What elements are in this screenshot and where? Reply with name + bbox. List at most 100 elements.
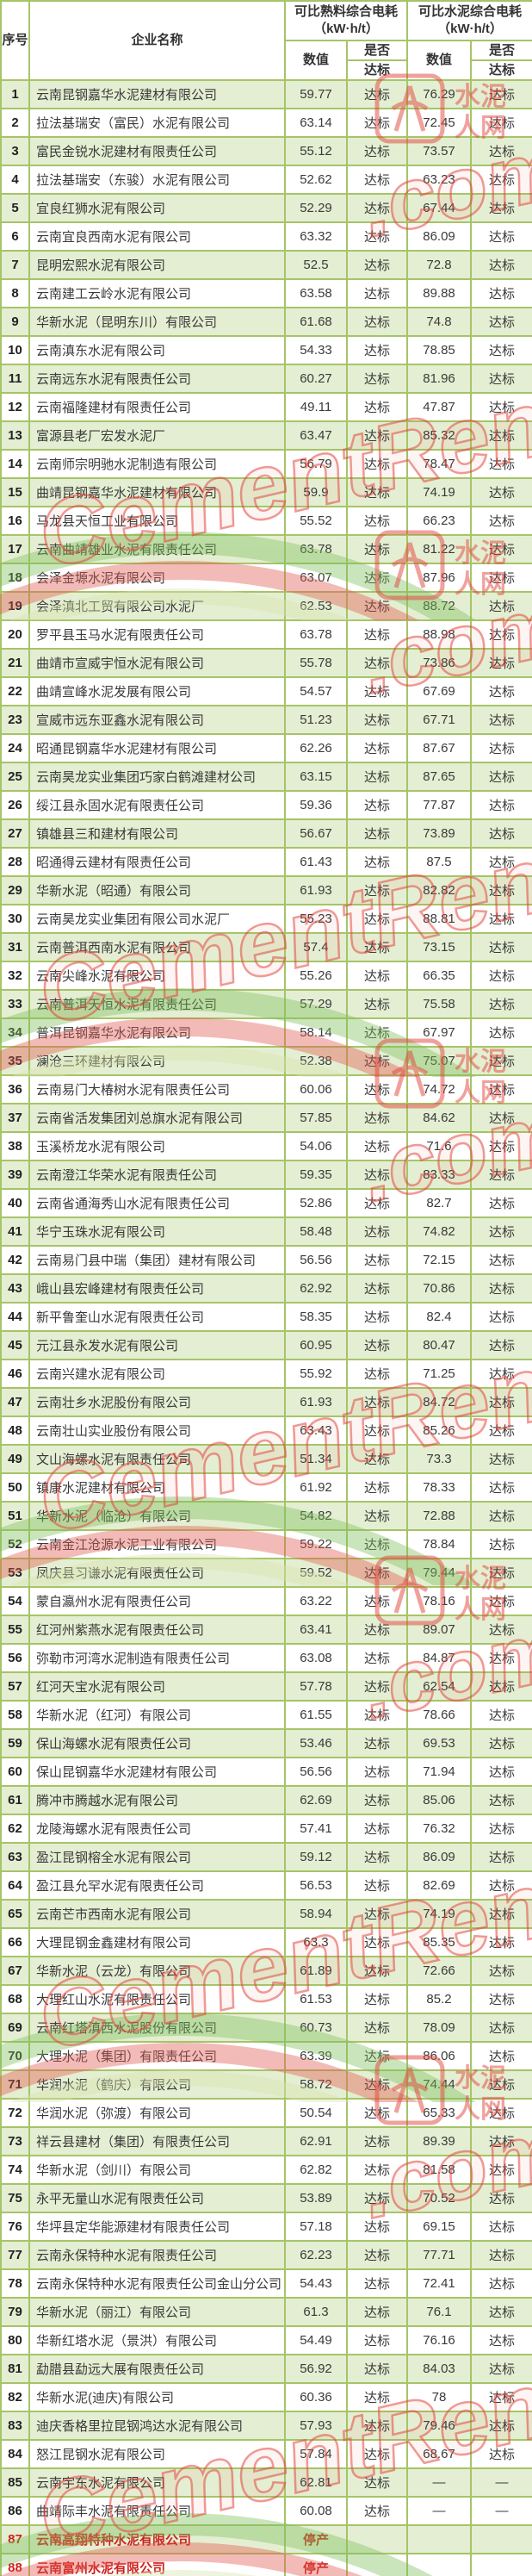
cell-clinker-pass: 达标	[345, 1757, 409, 1787]
cell-clinker-value: 58.72	[284, 2069, 348, 2100]
cell-cement-value: 80.47	[406, 1330, 473, 1360]
cell-clinker-value: 55.92	[284, 1359, 348, 1389]
table-row: 24 昭通昆钢嘉华水泥建材有限公司 62.26 达标 87.67 达标	[0, 733, 532, 763]
cell-cement-pass: 达标	[470, 392, 532, 422]
cell-serial: 20	[0, 619, 30, 650]
cell-cement-value: 74.8	[406, 307, 473, 337]
cell-cement-pass: 达标	[470, 1927, 532, 1957]
cell-company-name: 蒙自瀛州水泥有限责任公司	[28, 1586, 286, 1616]
cell-cement-pass: 达标	[470, 1643, 532, 1673]
table-row: 76 华坪县定华能源建材有限责任公司 57.18 达标 69.15 达标	[0, 2212, 532, 2242]
cell-clinker-value: 52.29	[284, 193, 348, 223]
cell-serial: 48	[0, 1416, 30, 1446]
cell-cement-pass: 达标	[470, 1103, 532, 1133]
cell-company-name: 拉法基瑞安（东骏）水泥有限公司	[28, 165, 286, 195]
cell-clinker-pass: 达标	[345, 2041, 409, 2071]
cell-clinker-pass: 达标	[345, 1529, 409, 1559]
cell-serial: 57	[0, 1671, 30, 1702]
table-row: 72 华润水泥（弥渡）有限公司 50.54 达标 65.33 达标	[0, 2098, 532, 2128]
cell-cement-value	[406, 2524, 473, 2554]
cell-cement-value: 84.72	[406, 1387, 473, 1417]
cell-cement-value: 78.33	[406, 1472, 473, 1503]
cell-cement-value: 67.44	[406, 193, 473, 223]
cell-clinker-value: 63.39	[284, 2041, 348, 2071]
cell-cement-value: 86.09	[406, 1842, 473, 1872]
cell-cement-value: 69.53	[406, 1728, 473, 1758]
cell-clinker-value: 57.4	[284, 932, 348, 962]
cell-company-name: 云南普洱西南水泥有限公司	[28, 932, 286, 962]
cell-serial: 41	[0, 1216, 30, 1247]
cell-clinker-pass: 达标	[345, 364, 409, 394]
header-company: 企业名称	[28, 0, 286, 81]
cell-cement-value: 74.44	[406, 2069, 473, 2100]
cell-cement-value: 73.3	[406, 1444, 473, 1474]
cell-clinker-value: 50.54	[284, 2098, 348, 2128]
cell-cement-pass: 达标	[470, 875, 532, 905]
cell-serial: 6	[0, 221, 30, 252]
cell-cement-value: 84.03	[406, 2354, 473, 2384]
table-row: 3 富民金锐水泥建材有限责任公司 55.12 达标 73.57 达标	[0, 136, 532, 166]
cell-clinker-pass	[345, 2553, 409, 2576]
table-row: 52 云南金江沧源水泥工业有限公司 59.22 达标 78.84 达标	[0, 1529, 532, 1559]
cell-cement-value: 84.62	[406, 1103, 473, 1133]
cell-clinker-pass: 达标	[345, 1472, 409, 1503]
cell-serial: 45	[0, 1330, 30, 1360]
cell-serial: 87	[0, 2524, 30, 2554]
header-clinker-group-unit: （kW·h/t）	[313, 22, 379, 36]
table-row: 56 弥勒市河湾水泥制造有限责任公司 63.08 达标 84.87 达标	[0, 1643, 532, 1673]
cell-serial: 50	[0, 1472, 30, 1503]
header-clinker-group-label: 可比熟料综合电耗	[294, 3, 399, 19]
cell-cement-pass: 达标	[470, 79, 532, 109]
cell-company-name: 云南高翔特种水泥有限公司	[28, 2524, 286, 2554]
cell-serial: 10	[0, 335, 30, 365]
table-row: 2 拉法基瑞安（富民）水泥有限公司 63.14 达标 72.45 达标	[0, 108, 532, 138]
cell-clinker-value: 62.81	[284, 2467, 348, 2498]
cell-clinker-value: 63.14	[284, 108, 348, 138]
table-row: 61 腾冲市腾越水泥有限公司 62.69 达标 85.06 达标	[0, 1785, 532, 1815]
cell-clinker-pass: 达标	[345, 676, 409, 706]
cell-company-name: 华新水泥(迪庆)有限公司	[28, 2382, 286, 2412]
cell-serial: 72	[0, 2098, 30, 2128]
cell-cement-value: 78.66	[406, 1700, 473, 1730]
cell-clinker-value: 54.43	[284, 2268, 348, 2299]
cell-company-name: 华新红塔水泥（景洪）有限公司	[28, 2325, 286, 2355]
cell-company-name: 云南滇东水泥有限公司	[28, 335, 286, 365]
cell-cement-value: 74.19	[406, 1899, 473, 1929]
table-row: 57 红河天宝水泥有限公司 57.78 达标 62.54 达标	[0, 1671, 532, 1702]
cell-company-name: 云南普洱天恒水泥有限责任公司	[28, 989, 286, 1019]
cell-serial: 60	[0, 1757, 30, 1787]
cell-cement-pass: 达标	[470, 2297, 532, 2327]
cell-cement-value: 66.23	[406, 506, 473, 536]
cell-cement-value: 67.69	[406, 676, 473, 706]
cell-clinker-value: 58.94	[284, 1899, 348, 1929]
cell-cement-pass: 达标	[470, 1814, 532, 1844]
cell-cement-pass: 达标	[470, 591, 532, 621]
cell-clinker-pass: 达标	[345, 335, 409, 365]
cell-serial: 82	[0, 2382, 30, 2412]
cell-cement-value: 81.58	[406, 2155, 473, 2185]
cell-cement-pass: 达标	[470, 1074, 532, 1104]
cell-serial: 64	[0, 1870, 30, 1901]
cell-cement-pass: 达标	[470, 563, 532, 593]
cell-cement-pass: 达标	[470, 1188, 532, 1218]
cell-clinker-value: 62.26	[284, 733, 348, 763]
cell-clinker-value: 63.78	[284, 534, 348, 564]
cell-serial: 3	[0, 136, 30, 166]
cell-serial: 37	[0, 1103, 30, 1133]
cell-clinker-value: 63.07	[284, 563, 348, 593]
cell-serial: 32	[0, 961, 30, 991]
cell-clinker-value: 62.91	[284, 2126, 348, 2156]
table-row: 82 华新水泥(迪庆)有限公司 60.36 达标 78 达标	[0, 2382, 532, 2412]
cell-clinker-pass: 达标	[345, 705, 409, 735]
cell-company-name: 云南易门县中瑞（集团）建材有限公司	[28, 1245, 286, 1275]
table-row: 55 红河州紫燕水泥有限责任公司 63.41 达标 89.07 达标	[0, 1615, 532, 1645]
cell-clinker-pass: 达标	[345, 136, 409, 166]
cell-clinker-pass: 达标	[345, 2212, 409, 2242]
table-row: 21 曲靖市宣威宇恒水泥有限公司 55.78 达标 73.86 达标	[0, 648, 532, 678]
cell-clinker-pass: 达标	[345, 193, 409, 223]
cell-clinker-value: 52.38	[284, 1046, 348, 1076]
table-row: 80 华新红塔水泥（景洪）有限公司 54.49 达标 76.16 达标	[0, 2325, 532, 2355]
table-row: 35 澜沧三环建材有限公司 52.38 达标 75.07 达标	[0, 1046, 532, 1076]
cell-serial: 53	[0, 1558, 30, 1588]
